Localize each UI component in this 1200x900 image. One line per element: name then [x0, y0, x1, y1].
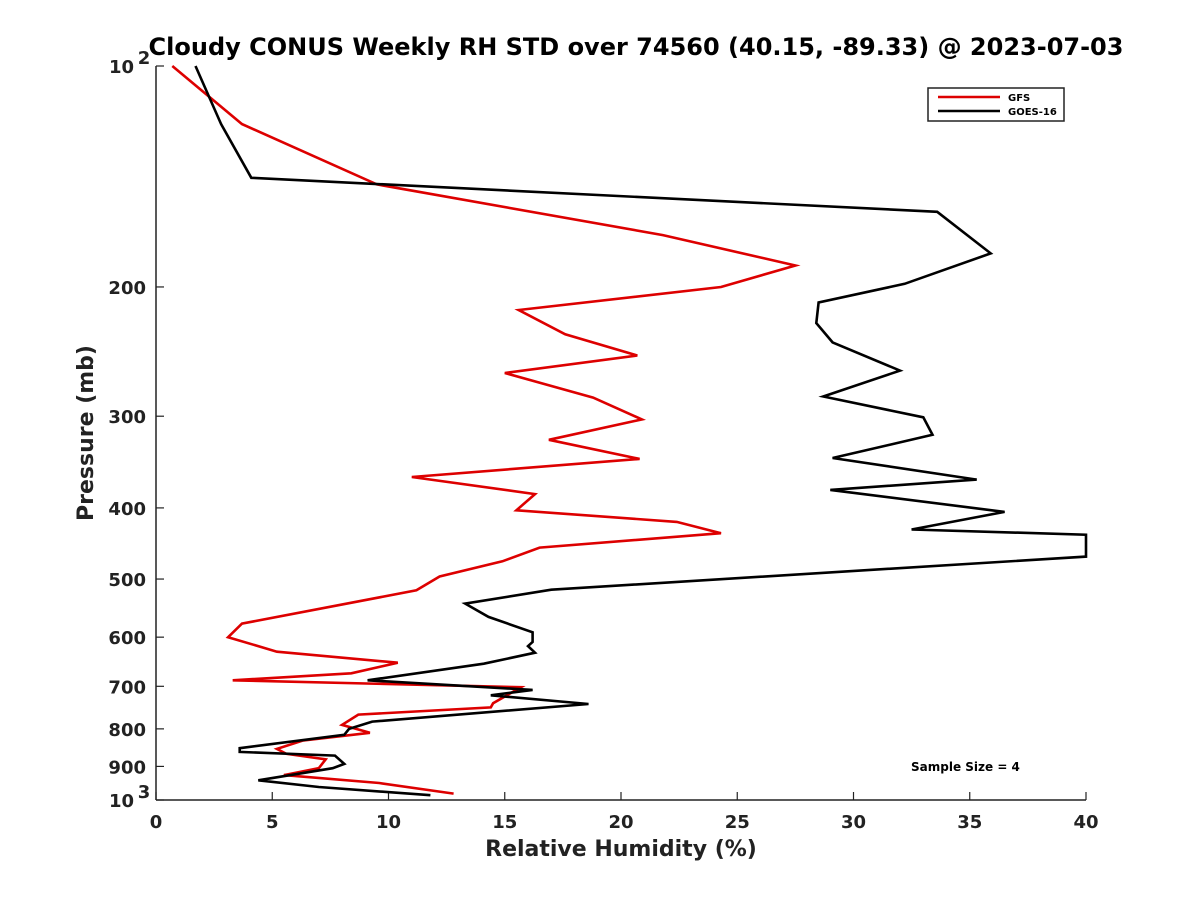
y-tick-label: 400: [108, 499, 146, 520]
x-tick-label: 5: [266, 812, 279, 833]
x-tick-label: 40: [1073, 812, 1098, 833]
legend-label-goes16: GOES-16: [1008, 107, 1057, 118]
y-axis-label: Pressure (mb): [74, 345, 99, 521]
x-tick-label: 0: [150, 812, 163, 833]
legend-box: [927, 87, 1065, 122]
y-tick-label: 800: [108, 720, 146, 741]
y-tick-label: 900: [108, 757, 146, 778]
sample-size-annotation: Sample Size = 4: [911, 760, 1020, 774]
y-tick-label: 200: [108, 278, 146, 299]
x-tick-label: 15: [492, 812, 517, 833]
plot-frame: [156, 66, 1086, 800]
y-tick-label: 700: [108, 677, 146, 698]
y-tick-label: 300: [108, 407, 146, 428]
y-tick-label: 10: [109, 57, 134, 78]
legend-label-gfs: GFS: [1008, 93, 1030, 104]
series-line-gfs: [171, 65, 801, 795]
x-tick-label: 35: [957, 812, 982, 833]
chart-title: Cloudy CONUS Weekly RH STD over 74560 (4…: [149, 33, 1124, 61]
y-tick-label: 500: [108, 570, 146, 591]
y-tick-label: 10: [109, 791, 134, 812]
series-layer: [171, 65, 1088, 797]
x-axis: 0 5 10 15 20 25 30 35 40: [150, 792, 1099, 833]
y-tick-exponent: 2: [138, 48, 151, 69]
legend: GFS GOES-16: [927, 87, 1065, 122]
x-tick-label: 20: [608, 812, 633, 833]
x-tick-label: 10: [376, 812, 401, 833]
series-line-goes16: [194, 65, 1088, 797]
x-axis-label: Relative Humidity (%): [485, 837, 757, 862]
x-tick-label: 25: [725, 812, 750, 833]
x-tick-label: 30: [841, 812, 866, 833]
y-tick-exponent: 3: [138, 782, 151, 803]
y-tick-label: 600: [108, 628, 146, 649]
